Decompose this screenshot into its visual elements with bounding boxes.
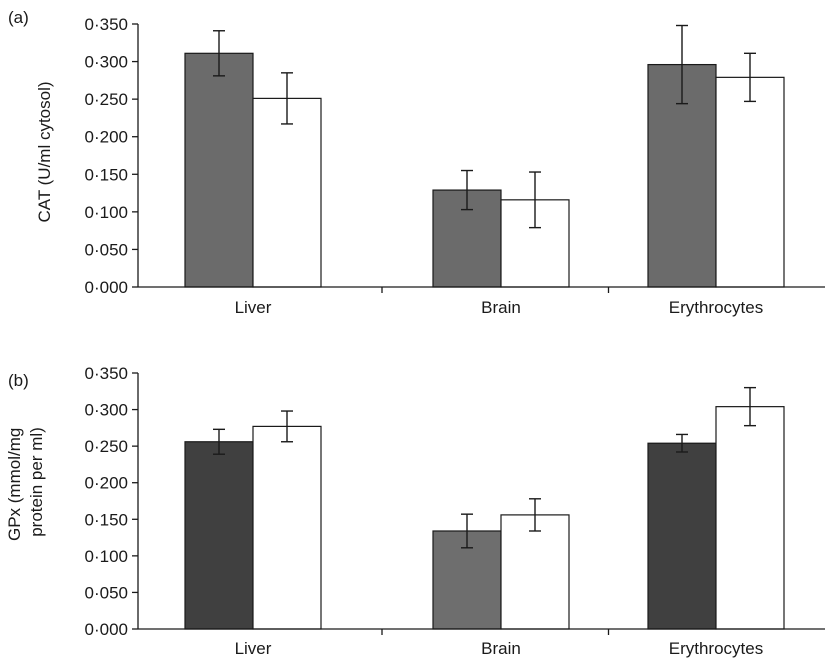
panel-b-y-tick-label: 0·250 — [85, 437, 128, 456]
panel-b-x-labels: Liver Brain Erythrocytes — [235, 639, 764, 658]
panel-a-axes — [137, 24, 825, 293]
panel-b-y-tick-label: 0·300 — [85, 401, 128, 420]
panel-b-x-label-liver: Liver — [235, 639, 272, 658]
panel-a-y-axis-title: CAT (U/ml cytosol) — [35, 81, 54, 222]
panel-a-y-tick-label: 0·150 — [85, 165, 128, 184]
panel-a-chart: (a) CAT (U/ml cytosol) 0·0000·0500·1000·… — [8, 8, 825, 317]
panel-b-chart: (b) GPx (mmol/mg protein per ml) 0·0000·… — [5, 364, 825, 658]
panel-b-y-axis-title-line-1: GPx (mmol/mg — [5, 428, 24, 541]
panel-a-y-tick-label: 0·000 — [85, 278, 128, 297]
panel-a-x-label-erythrocytes: Erythrocytes — [669, 298, 763, 317]
panel-b-y-tick-label: 0·050 — [85, 583, 128, 602]
panel-b-y-tick-label: 0·350 — [85, 364, 128, 383]
panel-b-bars — [184, 386, 785, 630]
panel-a-label: (a) — [8, 8, 29, 27]
panel-a-y-ticks: 0·000 0·050 0·100 0·150 0·200 0·250 0·300 0·350 — [85, 15, 138, 297]
panel-a-y-tick-label: 0·200 — [85, 128, 128, 147]
panel-a-x-label-liver: Liver — [235, 298, 272, 317]
panel-a-bar — [184, 52, 254, 288]
panel-b-label: (b) — [8, 371, 29, 390]
panel-b-y-tick-label: 0·200 — [85, 474, 128, 493]
panel-a-y-tick-label: 0·050 — [85, 240, 128, 259]
panel-b-bar — [715, 406, 785, 630]
panel-a-x-label-brain: Brain — [481, 298, 521, 317]
panel-a-bars — [184, 24, 785, 288]
panel-a-bar — [252, 97, 322, 288]
panel-b-bar — [647, 442, 717, 630]
panel-a-y-tick-label: 0·350 — [85, 15, 128, 34]
panel-b-x-label-brain: Brain — [481, 639, 521, 658]
panel-b-bar — [252, 425, 322, 630]
panel-b-axes — [137, 373, 825, 635]
panel-b-y-tick-label: 0·100 — [85, 547, 128, 566]
panel-a-x-labels: Liver Brain Erythrocytes — [235, 298, 764, 317]
panel-b-bar — [184, 441, 254, 630]
panel-a-bar — [715, 76, 785, 288]
panel-b-x-label-erythrocytes: Erythrocytes — [669, 639, 763, 658]
panel-b-y-tick-label: 0·150 — [85, 510, 128, 529]
panel-a-y-tick-label: 0·100 — [85, 203, 128, 222]
panel-b-y-tick-label: 0·000 — [85, 620, 128, 639]
panel-b-y-ticks: 0·000 0·050 0·100 0·150 0·200 0·250 0·300 0·350 — [85, 364, 138, 639]
panel-b-y-axis-title-line-2: protein per ml) — [27, 427, 46, 537]
panel-a-y-tick-label: 0·300 — [85, 53, 128, 72]
panel-b-bar — [500, 514, 570, 630]
panel-b-y-axis-title: GPx (mmol/mg protein per ml) — [5, 423, 46, 541]
panel-a-y-tick-label: 0·250 — [85, 90, 128, 109]
